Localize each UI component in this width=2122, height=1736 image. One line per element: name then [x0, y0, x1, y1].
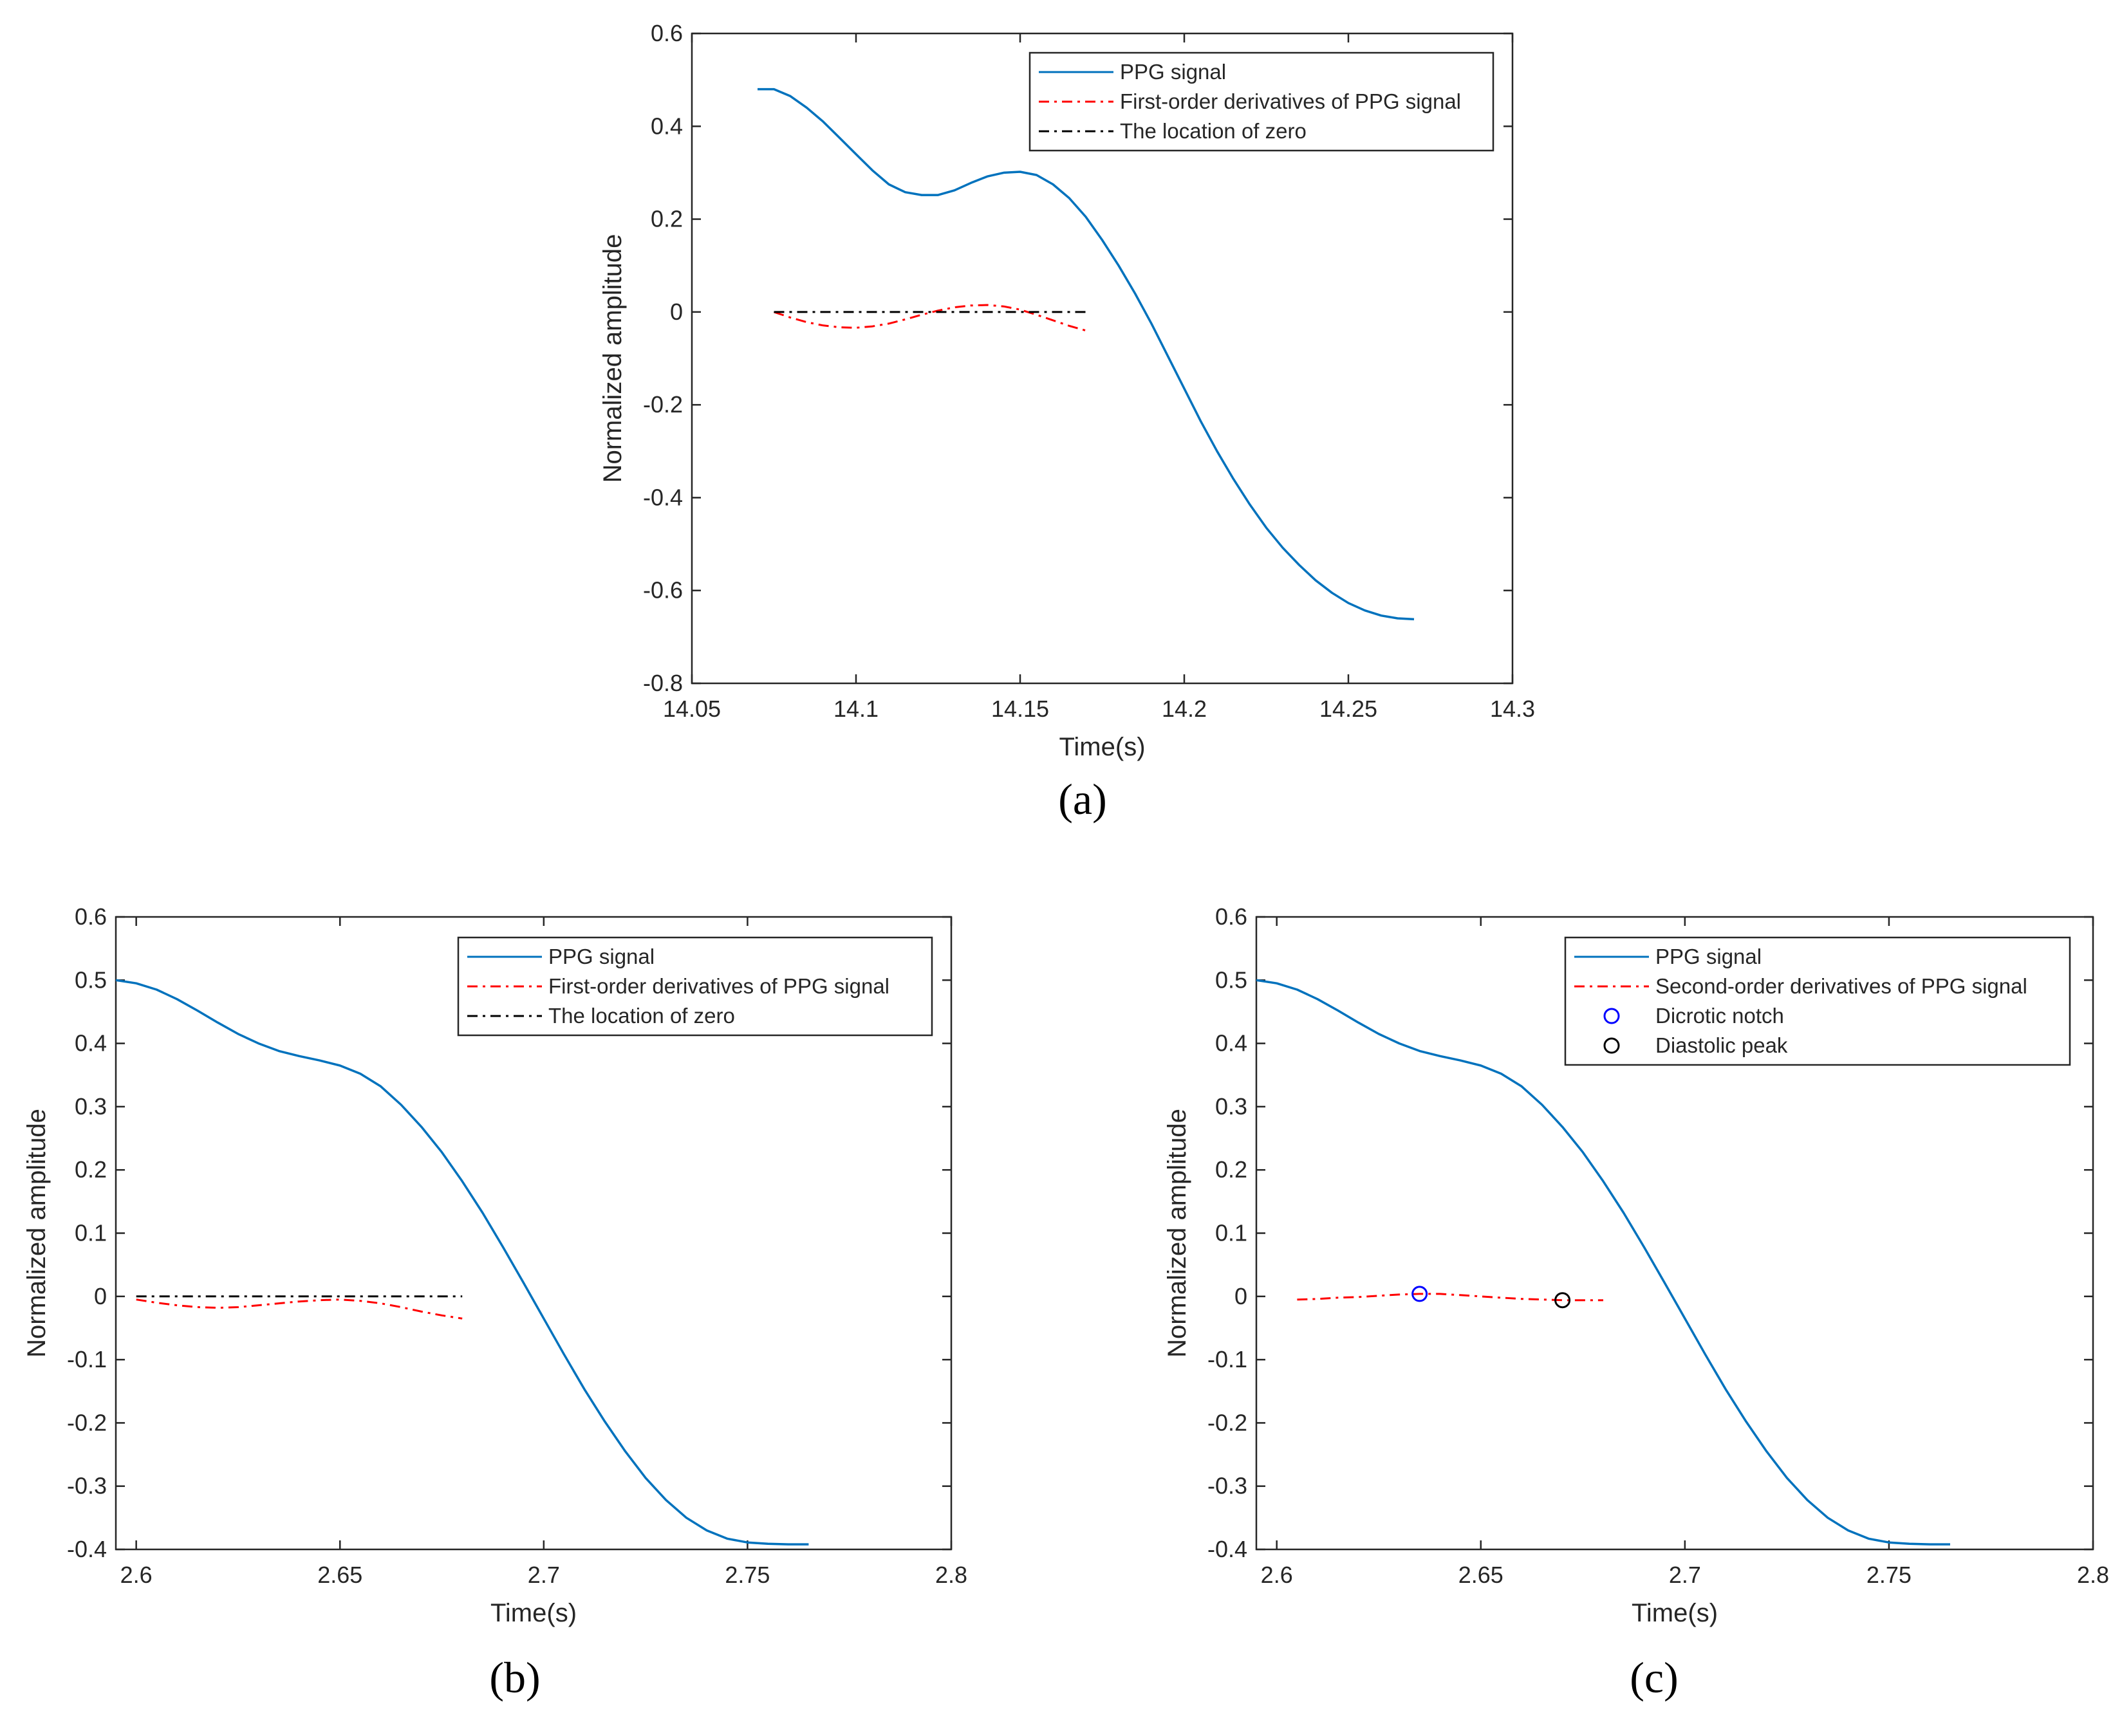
y-tick-label: -0.1 [67, 1346, 107, 1372]
x-tick-label: 2.65 [1458, 1562, 1503, 1588]
x-tick-label: 2.65 [317, 1562, 362, 1588]
x-tick-label: 2.8 [2077, 1562, 2109, 1588]
y-tick-label: -0.1 [1207, 1346, 1247, 1372]
y-tick-label: -0.2 [643, 391, 683, 418]
y-tick-label: 0.4 [75, 1030, 107, 1057]
y-tick-label: 0.4 [1215, 1030, 1247, 1057]
x-axis-label: Time(s) [490, 1599, 577, 1627]
legend: PPG signal First-order derivatives of PPG… [457, 936, 933, 1037]
x-tick-label: 14.05 [663, 696, 721, 722]
chart-panel-b: 2.6 2.65 2.7 2.75 2.8 -0.4 -0.3 -0.2 -0.1 0 0.1 0.2… [23, 903, 967, 1702]
x-tick-label: 14.25 [1319, 696, 1377, 722]
y-tick-label: 0.6 [75, 903, 107, 930]
panel-caption: (a) [1058, 775, 1106, 824]
x-tick-label: 2.7 [1669, 1562, 1701, 1588]
x-tick-label: 14.1 [833, 696, 879, 722]
y-tick-label: 0.1 [1215, 1220, 1247, 1246]
x-tick-label: 2.8 [935, 1562, 967, 1588]
legend-label: Second-order derivatives of PPG signal [1655, 974, 2027, 998]
x-tick-label: 2.75 [725, 1562, 770, 1588]
legend-marker [1603, 1008, 1620, 1024]
legend-label: The location of zero [548, 1004, 735, 1028]
y-tick-label: -0.3 [67, 1473, 107, 1499]
panel-caption: (c) [1630, 1653, 1678, 1702]
y-tick-label: 0 [1234, 1283, 1247, 1309]
legend-label: Dicrotic notch [1655, 1004, 1784, 1028]
legend-marker [1603, 1037, 1620, 1054]
axes-box [691, 32, 1514, 685]
legend-label: First-order derivatives of PPG signal [1120, 89, 1461, 113]
series-line-ppg-signal [115, 979, 809, 1546]
y-axis-label: Normalized amplitude [23, 1109, 51, 1358]
y-tick-label: -0.2 [1207, 1409, 1247, 1436]
y-tick-label: 0.2 [1215, 1156, 1247, 1183]
x-tick-label: 2.7 [528, 1562, 560, 1588]
legend: PPG signal First-order derivatives of PPG… [1028, 51, 1494, 152]
x-tick-label: 14.2 [1162, 696, 1207, 722]
y-tick-label: -0.2 [67, 1409, 107, 1436]
y-tick-label: 0 [94, 1283, 107, 1309]
y-tick-label: 0.6 [1215, 903, 1247, 930]
y-tick-label: 0.6 [651, 20, 683, 46]
y-tick-label: -0.3 [1207, 1473, 1247, 1499]
y-tick-label: 0.2 [651, 206, 683, 232]
series-line-ppg-signal [758, 88, 1415, 621]
legend: PPG signal Second-order derivatives of PP… [1564, 936, 2071, 1066]
y-tick-label: -0.4 [643, 484, 683, 510]
legend-box [1028, 51, 1494, 152]
x-axis-label: Time(s) [1059, 733, 1145, 761]
series-line-first-order-derivatives-of-ppg-signal [774, 304, 1086, 332]
y-tick-label: 0.2 [75, 1156, 107, 1183]
x-tick-label: 14.3 [1490, 696, 1535, 722]
x-tick-label: 14.15 [991, 696, 1049, 722]
y-axis-label: Normalized amplitude [1163, 1109, 1191, 1358]
legend-label: PPG signal [548, 945, 655, 968]
series-line-ppg-signal [1256, 979, 1950, 1546]
legend-label: Diastolic peak [1655, 1033, 1788, 1057]
y-tick-label: 0.3 [75, 1093, 107, 1120]
series-line-second-order-derivatives-of-ppg-signal [1297, 1293, 1603, 1302]
y-tick-label: -0.6 [643, 577, 683, 604]
y-tick-label: 0.1 [75, 1220, 107, 1246]
legend-label: The location of zero [1120, 119, 1307, 143]
legend-box [1564, 936, 2071, 1066]
legend-label: PPG signal [1655, 945, 1762, 968]
x-tick-label: 2.75 [1866, 1562, 1912, 1588]
y-tick-label: -0.8 [643, 670, 683, 696]
x-axis-label: Time(s) [1632, 1599, 1718, 1627]
legend-label: First-order derivatives of PPG signal [548, 974, 889, 998]
legend-label: PPG signal [1120, 60, 1226, 84]
data-point-diastolic-peak [1554, 1292, 1571, 1309]
y-tick-label: 0 [670, 299, 683, 325]
series-line-first-order-derivatives-of-ppg-signal [136, 1298, 463, 1320]
panel-caption: (b) [489, 1653, 540, 1702]
y-axis-label: Normalized amplitude [599, 234, 627, 483]
y-tick-label: 0.3 [1215, 1093, 1247, 1120]
y-tick-label: -0.4 [67, 1536, 107, 1562]
chart-panel-c: 2.6 2.65 2.7 2.75 2.8 -0.4 -0.3 -0.2 -0.1 0 0.1 0.2… [1163, 903, 2109, 1702]
data-point-dicrotic-notch [1411, 1286, 1428, 1302]
chart-panel-a: 14.05 14.1 14.15 14.2 14.25 14.3 -0.8 -0.6 -0.4 -… [599, 20, 1535, 824]
y-tick-label: 0.4 [651, 113, 683, 139]
x-tick-label: 2.6 [1261, 1562, 1293, 1588]
y-tick-label: 0.5 [1215, 966, 1247, 993]
x-tick-label: 2.6 [120, 1562, 153, 1588]
y-tick-label: -0.4 [1207, 1536, 1247, 1562]
y-tick-label: 0.5 [75, 966, 107, 993]
